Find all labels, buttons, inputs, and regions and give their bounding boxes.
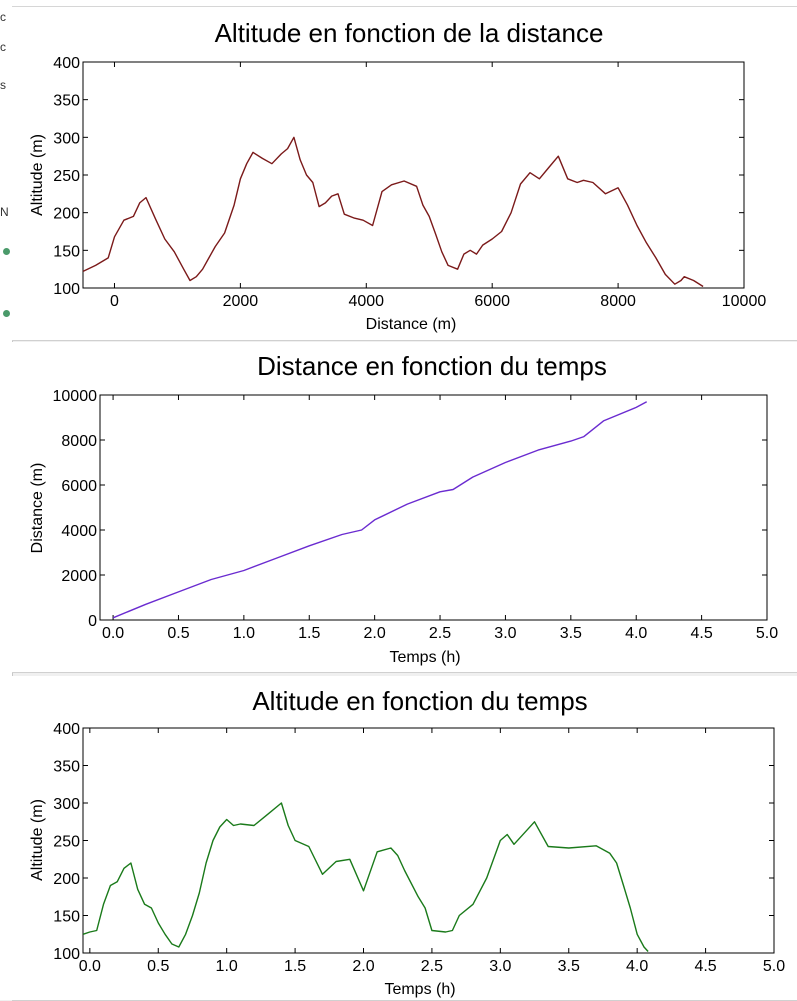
- y-tick-label: 250: [53, 834, 80, 851]
- x-tick-label: 2.0: [364, 625, 386, 642]
- x-axis-label: Temps (h): [389, 649, 460, 666]
- chart-title: Altitude en fonction du temps: [252, 686, 587, 716]
- y-tick-label: 2000: [61, 568, 97, 585]
- y-tick-label: 350: [53, 93, 80, 110]
- y-tick-label: 150: [53, 909, 80, 926]
- x-tick-label: 0.5: [147, 958, 169, 975]
- y-tick-label: 200: [53, 206, 80, 223]
- background-fragment: c: [0, 10, 6, 24]
- background-fragment: N: [0, 205, 9, 219]
- x-tick-label: 5.0: [763, 958, 785, 975]
- x-tick-label: 4.5: [690, 625, 712, 642]
- background-window-top: [12, 0, 797, 7]
- y-tick-label: 200: [53, 871, 80, 888]
- x-tick-label: 4000: [348, 293, 384, 310]
- chart-panel-distance-time: Distance en fonction du temps 0.0 0.5 1.0 1…: [12, 342, 797, 673]
- x-tick-label: 4.0: [625, 625, 647, 642]
- y-tick-label: 300: [53, 130, 80, 147]
- y-tick-label: 300: [53, 796, 80, 813]
- y-tick-label: 10000: [53, 388, 98, 405]
- series-line: [82, 136, 704, 288]
- chart-altitude-vs-distance: Altitude en fonction de la distance 0 200…: [29, 18, 767, 333]
- chart-altitude-vs-time: Altitude en fonction du temps 0.0 0.5 1.0 1…: [29, 686, 785, 998]
- plot-area: [99, 394, 768, 621]
- status-dot-icon: [3, 248, 10, 255]
- plot-area: [82, 727, 775, 954]
- x-tick-label: 0.0: [102, 625, 124, 642]
- x-tick-label: 3.5: [560, 625, 582, 642]
- y-tick-label: 100: [53, 946, 80, 963]
- background-fragment: s: [0, 78, 6, 92]
- x-tick-label: 10000: [722, 293, 767, 310]
- series-line: [112, 401, 648, 619]
- status-dot-icon: [3, 310, 10, 317]
- x-tick-label: 3.0: [494, 625, 516, 642]
- y-axis-label: Altitude (m): [29, 799, 46, 881]
- x-tick-label: 1.5: [284, 958, 306, 975]
- y-tick-label: 400: [53, 55, 80, 72]
- x-tick-label: 1.0: [216, 958, 238, 975]
- y-tick-label: 6000: [61, 478, 97, 495]
- x-tick-label: 0.5: [167, 625, 189, 642]
- y-tick-label: 150: [53, 243, 80, 260]
- x-tick-label: 0.0: [79, 958, 101, 975]
- x-tick-label: 3.5: [558, 958, 580, 975]
- x-tick-label: 4.0: [626, 958, 648, 975]
- y-axis-label: Distance (m): [29, 463, 46, 554]
- x-axis-label: Distance (m): [366, 316, 457, 333]
- chart-title: Altitude en fonction de la distance: [215, 18, 604, 48]
- plot-area: [82, 61, 745, 289]
- chart-panel-altitude-time: Altitude en fonction du temps 0.0 0.5 1.0 1…: [12, 676, 797, 1001]
- chart-title: Distance en fonction du temps: [257, 351, 607, 381]
- x-tick-label: 2.0: [352, 958, 374, 975]
- x-tick-label: 8000: [600, 293, 636, 310]
- x-tick-label: 2000: [223, 293, 259, 310]
- x-tick-label: 2.5: [421, 958, 443, 975]
- x-tick-label: 1.5: [298, 625, 320, 642]
- y-tick-label: 8000: [61, 433, 97, 450]
- x-tick-label: 0: [110, 293, 119, 310]
- x-tick-label: 5.0: [756, 625, 778, 642]
- y-tick-label: 100: [53, 281, 80, 298]
- y-tick-label: 4000: [61, 523, 97, 540]
- x-tick-label: 4.5: [694, 958, 716, 975]
- series-line: [82, 802, 649, 952]
- x-tick-label: 3.0: [489, 958, 511, 975]
- x-tick-label: 6000: [474, 293, 510, 310]
- chart-distance-vs-time: Distance en fonction du temps 0.0 0.5 1.0 1…: [29, 351, 778, 666]
- x-tick-label: 1.0: [233, 625, 255, 642]
- y-tick-label: 0: [88, 613, 97, 630]
- y-tick-label: 350: [53, 759, 80, 776]
- y-axis-label: Altitude (m): [29, 134, 46, 216]
- x-axis-label: Temps (h): [384, 981, 455, 998]
- y-tick-label: 400: [53, 721, 80, 738]
- y-tick-label: 250: [53, 168, 80, 185]
- chart-panel-altitude-distance: Altitude en fonction de la distance 0 200…: [12, 7, 797, 341]
- x-tick-label: 2.5: [429, 625, 451, 642]
- background-fragment: c: [0, 40, 6, 54]
